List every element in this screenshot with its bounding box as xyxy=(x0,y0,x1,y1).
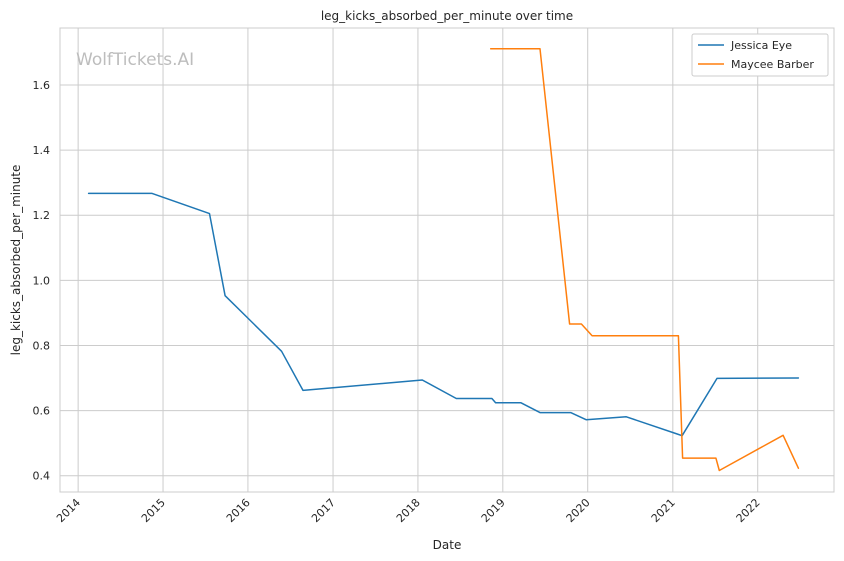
y-axis-ticks: 0.4 0.6 0.8 1.0 1.2 1.4 1.6 xyxy=(33,79,51,483)
y-tick-label: 0.8 xyxy=(33,339,51,352)
grid-lines xyxy=(60,28,834,492)
watermark: WolfTickets.AI xyxy=(76,50,194,70)
series-lines xyxy=(87,48,800,472)
series-line-maycee-barber xyxy=(489,48,800,472)
legend-label: Jessica Eye xyxy=(730,39,792,52)
y-tick-label: 1.2 xyxy=(33,209,51,222)
y-tick-label: 1.6 xyxy=(33,79,51,92)
legend-box xyxy=(691,33,829,77)
legend: Jessica Eye Maycee Barber xyxy=(691,33,829,77)
y-tick-label: 0.4 xyxy=(33,470,51,483)
x-axis-label: Date xyxy=(433,538,462,552)
y-tick-label: 0.6 xyxy=(33,405,51,418)
chart-title: leg_kicks_absorbed_per_minute over time xyxy=(321,9,573,23)
y-tick-label: 1.0 xyxy=(33,274,51,287)
plot-frame xyxy=(59,27,835,493)
y-axis-label: leg_kicks_absorbed_per_minute xyxy=(9,165,23,356)
series-line-jessica-eye xyxy=(87,192,800,437)
legend-label: Maycee Barber xyxy=(731,58,814,71)
y-tick-label: 1.4 xyxy=(33,144,51,157)
